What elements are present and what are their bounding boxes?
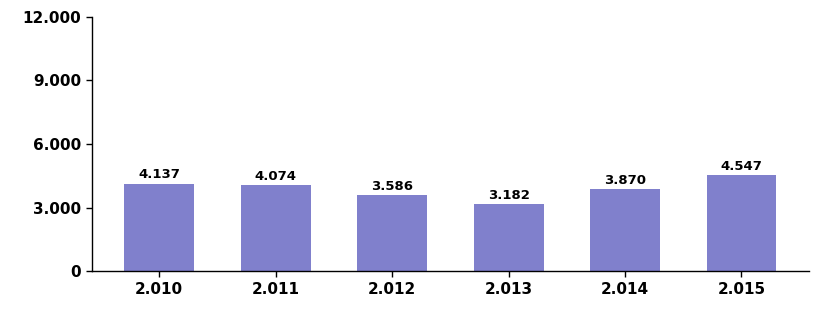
Bar [706,175,776,271]
Text: 3.870: 3.870 [604,174,646,187]
Bar [124,184,194,271]
Text: 4.547: 4.547 [721,160,762,173]
Text: 4.074: 4.074 [254,170,297,183]
Bar [357,195,427,271]
Text: 3.586: 3.586 [371,180,413,193]
Bar [590,189,660,271]
Bar [241,185,310,271]
Text: 4.137: 4.137 [138,168,180,181]
Text: 3.182: 3.182 [488,189,530,202]
Bar [474,204,544,271]
